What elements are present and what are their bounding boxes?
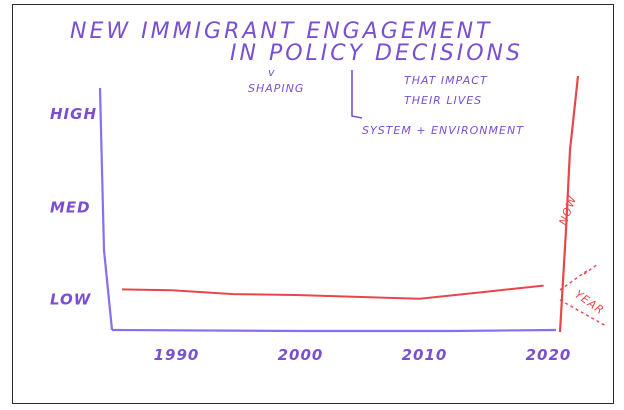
x-tick-layer: 1990 2000 2010 2020 (154, 346, 572, 364)
series-line-0 (121, 284, 544, 300)
y-tick-layer: LOW MED HIGH (50, 105, 97, 309)
y-tick-label: LOW (50, 290, 92, 308)
chart-frame (12, 4, 614, 404)
x-tick-label: 1990 (154, 346, 200, 364)
annotation-system: SYSTEM + ENVIRONMENT (362, 124, 524, 137)
annotation-impact-1: THAT IMPACT (404, 74, 488, 87)
x-tick-label: 2010 (402, 346, 448, 364)
annotation-impact-2: THEIR LIVES (404, 94, 482, 107)
y-tick-label: MED (50, 199, 91, 217)
x-axis-line (111, 328, 557, 333)
branch-dash-upper (559, 263, 599, 291)
chart-title-line1: NEW IMMIGRANT ENGAGEMENT (70, 19, 493, 44)
branch-dash-lower (559, 299, 607, 327)
y-axis-line (98, 87, 114, 331)
series-layer (121, 284, 544, 300)
x-tick-label: 2020 (526, 346, 572, 364)
y-tick-label: HIGH (50, 105, 97, 123)
chart-title-line2: IN POLICY DECISIONS (230, 41, 523, 66)
branch-label-now: NOW (557, 194, 580, 227)
annotation-bracket (351, 70, 363, 119)
x-tick-label: 2000 (278, 346, 324, 364)
annotation-caret: v (268, 66, 276, 79)
branch-label-year: YEAR (572, 288, 606, 317)
annotation-shaping: SHAPING (248, 82, 304, 95)
present-marker-line (558, 75, 580, 333)
